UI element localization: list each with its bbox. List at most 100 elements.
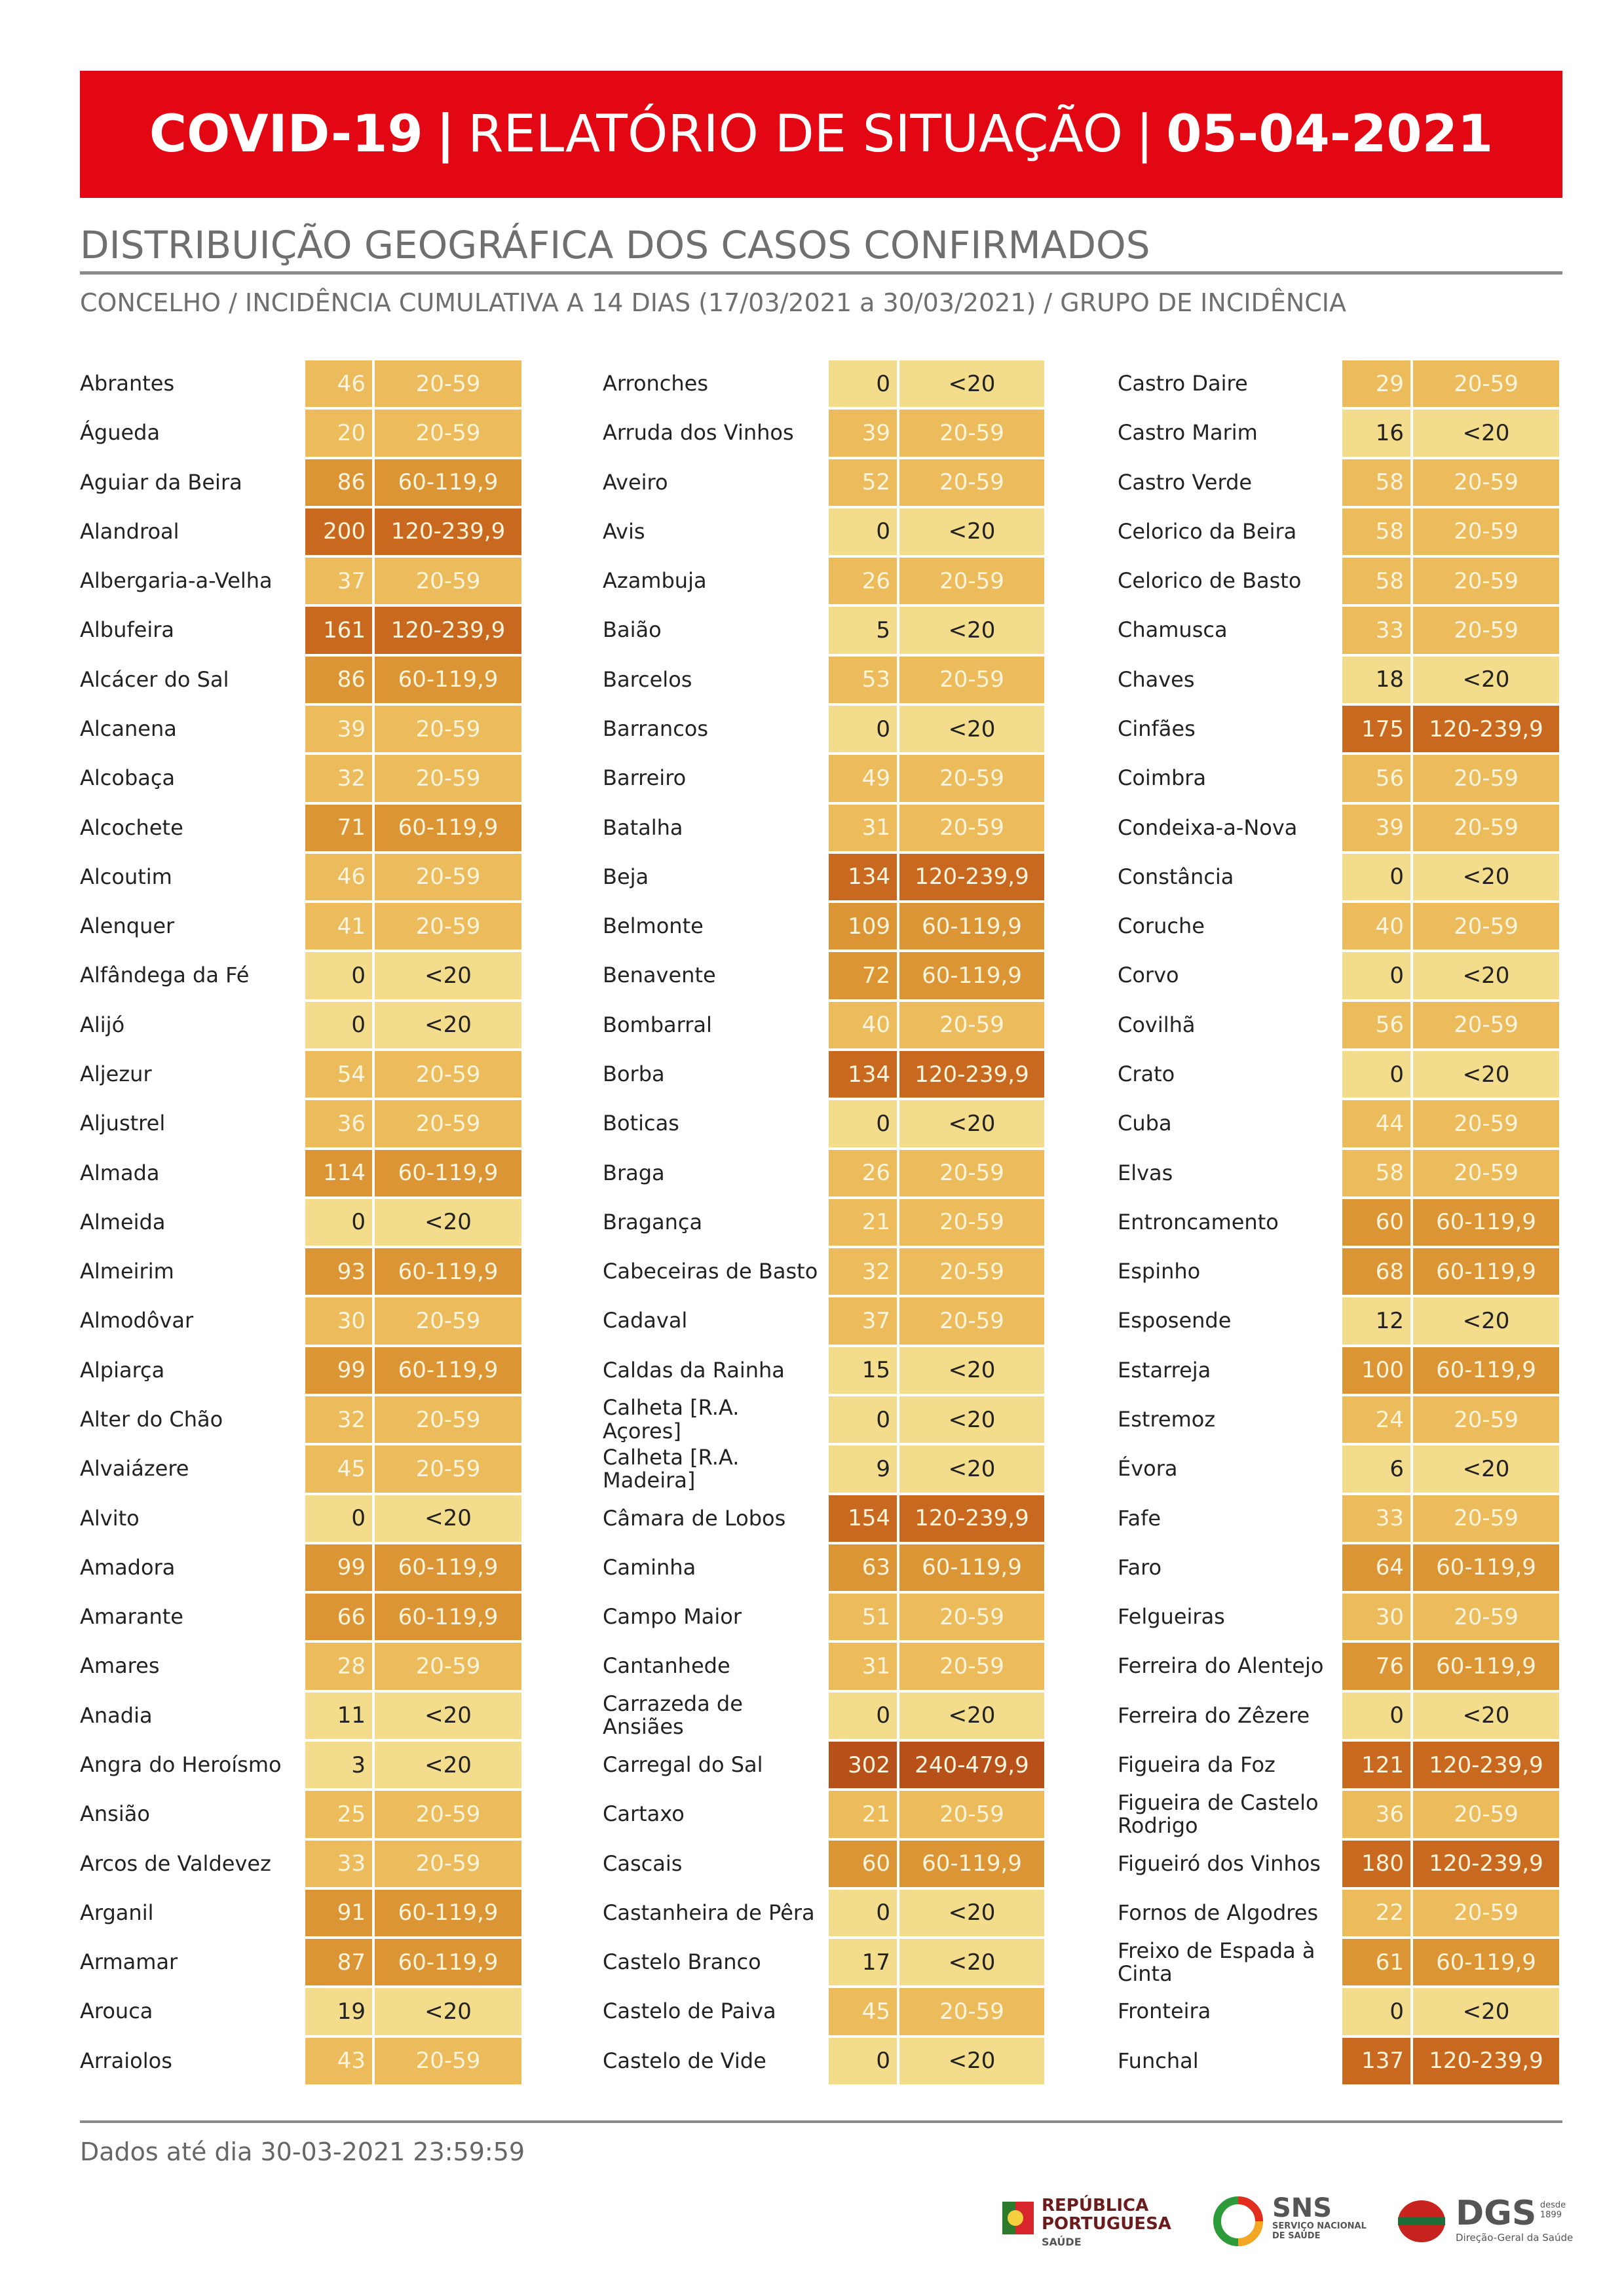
incidence-value: 22: [1342, 1889, 1410, 1937]
municipality-name: Baião: [603, 617, 662, 643]
municipality-name: Bragança: [603, 1209, 703, 1234]
incidence-value: 53: [829, 656, 897, 703]
incidence-value: 134: [829, 1051, 897, 1098]
incidence-value: 58: [1342, 459, 1410, 506]
incidence-group: 20-59: [899, 410, 1044, 457]
municipality-name: Covilhã: [1118, 1012, 1196, 1037]
incidence-value: 5: [829, 607, 897, 654]
incidence-group: 20-59: [375, 360, 521, 408]
municipality-name: Alcochete: [80, 814, 183, 840]
incidence-group: 120-239,9: [899, 853, 1044, 901]
municipality-name: Alpiarça: [80, 1357, 165, 1383]
incidence-value: 21: [829, 1791, 897, 1838]
municipality-name: Arcos de Valdevez: [80, 1850, 271, 1876]
incidence-value: 40: [829, 1001, 897, 1048]
incidence-group: <20: [1413, 410, 1559, 457]
incidence-value: 0: [829, 1889, 897, 1937]
municipality-name: Alter do Chão: [80, 1407, 223, 1432]
municipality-name: Aguiar da Beira: [80, 469, 242, 495]
incidence-group: 20-59: [1413, 1594, 1559, 1641]
municipality-name: Castelo de Vide: [603, 2048, 766, 2073]
logo-text: SAÚDE: [1042, 2236, 1082, 2248]
incidence-group: 20-59: [1413, 903, 1559, 950]
incidence-group: 60-119,9: [1413, 1939, 1559, 1986]
incidence-value: 33: [305, 1840, 372, 1887]
municipality-name: Fronteira: [1118, 1999, 1211, 2024]
incidence-group: 120-239,9: [1413, 2037, 1559, 2084]
municipality-name: Cartaxo: [603, 1801, 685, 1827]
incidence-value: 51: [829, 1594, 897, 1641]
incidence-group: 60-119,9: [375, 1939, 521, 1986]
incidence-value: 21: [829, 1198, 897, 1246]
municipality-name: Freixo de Espada à Cinta: [1118, 1938, 1315, 1986]
incidence-value: 60: [829, 1840, 897, 1887]
title-date: 05-04-2021: [1166, 105, 1494, 164]
municipality-name: Caminha: [603, 1554, 696, 1580]
municipality-name: Campo Maior: [603, 1604, 742, 1630]
incidence-value: 86: [305, 459, 372, 506]
municipality-name: Carregal do Sal: [603, 1752, 763, 1778]
incidence-value: 180: [1342, 1840, 1410, 1887]
municipality-name: Arronches: [603, 371, 709, 396]
incidence-group: 60-119,9: [375, 656, 521, 703]
incidence-group: 60-119,9: [899, 903, 1044, 950]
municipality-name: Fafe: [1118, 1505, 1161, 1531]
incidence-value: 20: [305, 410, 372, 457]
title-separator: |: [1135, 105, 1154, 164]
incidence-group: 20-59: [899, 1988, 1044, 2035]
incidence-value: 58: [1342, 558, 1410, 605]
municipality-name: Estarreja: [1118, 1357, 1211, 1383]
incidence-value: 12: [1342, 1297, 1410, 1345]
municipality-name: Arganil: [80, 1900, 154, 1925]
incidence-group: 20-59: [899, 1643, 1044, 1690]
incidence-value: 39: [829, 410, 897, 457]
municipality-name: Alvito: [80, 1505, 140, 1531]
incidence-group: 20-59: [1413, 558, 1559, 605]
incidence-group: 20-59: [1413, 1495, 1559, 1542]
incidence-value: 0: [305, 1495, 372, 1542]
incidence-group: 20-59: [375, 706, 521, 753]
incidence-group: <20: [899, 2037, 1044, 2084]
incidence-group: <20: [899, 1939, 1044, 1986]
incidence-group: 20-59: [1413, 1100, 1559, 1147]
incidence-value: 9: [829, 1445, 897, 1493]
incidence-value: 66: [305, 1594, 372, 1641]
incidence-group: <20: [1413, 656, 1559, 703]
municipality-name: Évora: [1118, 1456, 1178, 1482]
municipality-name: Avis: [603, 518, 645, 544]
incidence-value: 26: [829, 1149, 897, 1196]
municipality-name: Calheta [R.A. Madeira]: [603, 1444, 740, 1493]
incidence-group: 20-59: [899, 1297, 1044, 1345]
incidence-value: 175: [1342, 706, 1410, 753]
incidence-value: 87: [305, 1939, 372, 1986]
incidence-value: 29: [1342, 360, 1410, 408]
municipality-name: Castelo de Paiva: [603, 1999, 776, 2024]
incidence-group: 60-119,9: [375, 804, 521, 851]
logo-text: DE SAÚDE: [1272, 2231, 1321, 2241]
incidence-value: 36: [1342, 1791, 1410, 1838]
municipality-name: Amarante: [80, 1604, 183, 1630]
municipality-name: Águeda: [80, 420, 161, 446]
incidence-group: <20: [1413, 1297, 1559, 1345]
municipality-name: Beja: [603, 864, 649, 889]
incidence-group: 60-119,9: [1413, 1198, 1559, 1246]
incidence-value: 49: [829, 755, 897, 802]
incidence-value: 64: [1342, 1544, 1410, 1592]
incidence-value: 0: [829, 1692, 897, 1739]
section-title: DISTRIBUIÇÃO GEOGRÁFICA DOS CASOS CONFIR…: [80, 223, 1562, 275]
logo-text: SERVIÇO NACIONAL: [1272, 2221, 1367, 2231]
incidence-value: 76: [1342, 1643, 1410, 1690]
incidence-group: <20: [1413, 1692, 1559, 1739]
municipality-name: Castro Daire: [1118, 371, 1248, 396]
incidence-group: 60-119,9: [1413, 1544, 1559, 1592]
incidence-group: 20-59: [375, 1100, 521, 1147]
municipality-name: Ferreira do Alentejo: [1118, 1653, 1324, 1679]
incidence-value: 0: [1342, 1051, 1410, 1098]
incidence-value: 32: [305, 1396, 372, 1444]
municipality-name: Aljustrel: [80, 1111, 166, 1136]
municipality-name: Entroncamento: [1118, 1209, 1279, 1234]
municipality-name: Batalha: [603, 814, 683, 840]
municipality-name: Castro Marim: [1118, 420, 1258, 446]
incidence-value: 46: [305, 360, 372, 408]
municipality-name: Armamar: [80, 1949, 178, 1975]
